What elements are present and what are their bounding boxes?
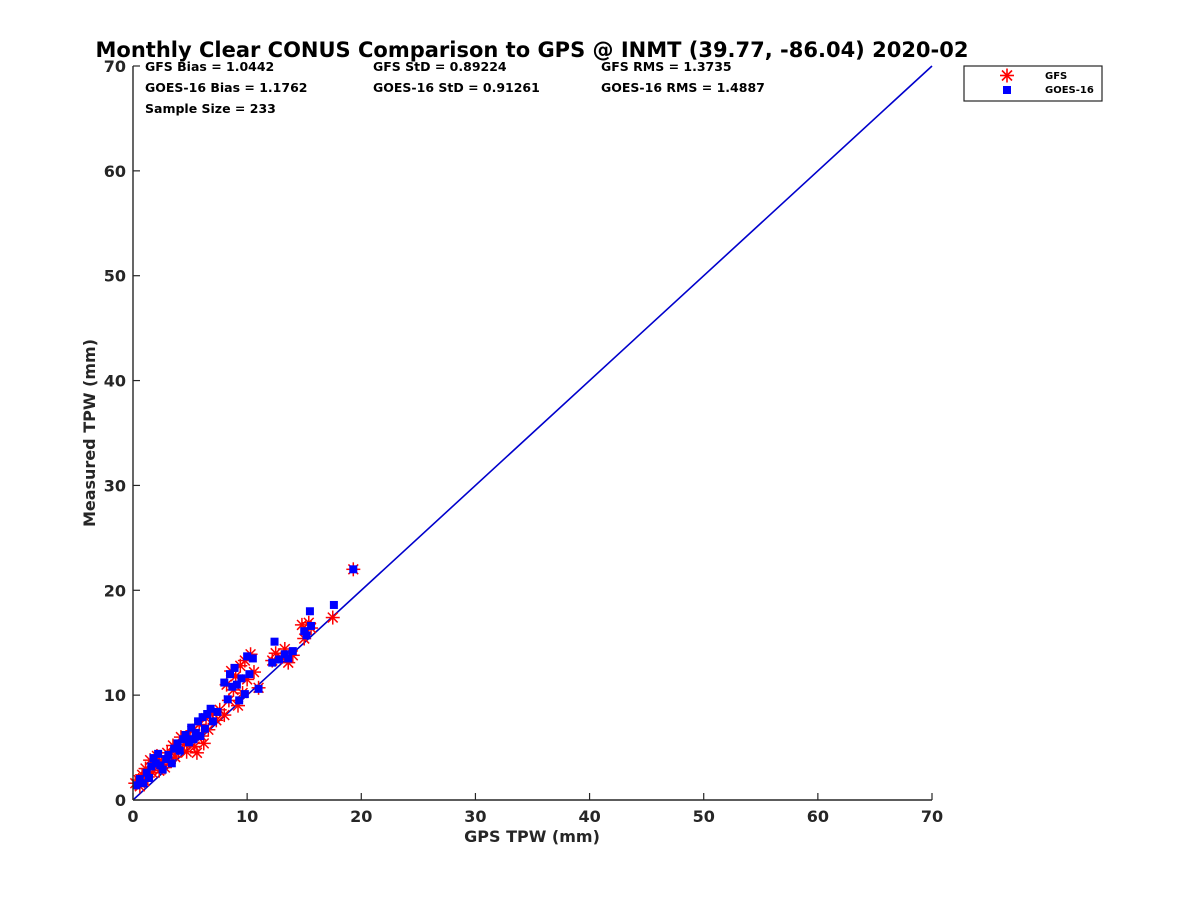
x-tick-label: 50 bbox=[693, 807, 715, 826]
goes16-point bbox=[329, 600, 338, 609]
y-tick-label: 10 bbox=[104, 686, 126, 705]
goes16-point bbox=[275, 655, 284, 664]
goes16-point bbox=[300, 627, 309, 636]
goes16-point bbox=[280, 650, 289, 659]
goes16-point bbox=[170, 744, 179, 753]
plot-area bbox=[128, 65, 933, 801]
goes16-point bbox=[220, 678, 229, 687]
goes16-point bbox=[305, 607, 314, 616]
goes16-point bbox=[349, 565, 358, 574]
stat-gfs-std: GFS StD = 0.89224 bbox=[373, 59, 507, 74]
stat-goes-std: GOES-16 StD = 0.91261 bbox=[373, 80, 540, 95]
y-tick-label: 50 bbox=[104, 267, 126, 286]
legend-goes-label: GOES-16 bbox=[1045, 85, 1094, 96]
stat-gfs-bias: GFS Bias = 1.0442 bbox=[145, 59, 274, 74]
goes16-point bbox=[194, 717, 203, 726]
y-axis-label: Measured TPW (mm) bbox=[80, 339, 99, 527]
goes16-point bbox=[213, 707, 222, 716]
goes16-point bbox=[203, 710, 212, 719]
legend: GFS GOES-16 bbox=[963, 65, 1103, 102]
goes16-point bbox=[254, 684, 263, 693]
x-tick-label: 0 bbox=[127, 807, 138, 826]
gfs-point bbox=[189, 745, 204, 760]
goes16-point bbox=[302, 631, 311, 640]
gfs-point bbox=[231, 698, 246, 713]
goes16-point bbox=[196, 732, 205, 741]
goes16-point bbox=[142, 768, 151, 777]
x-tick-label: 60 bbox=[807, 807, 829, 826]
y-tick-label: 60 bbox=[104, 162, 126, 181]
goes16-point bbox=[237, 674, 246, 683]
y-tick-label: 40 bbox=[104, 372, 126, 391]
goes16-point bbox=[187, 723, 196, 732]
goes16-point bbox=[175, 746, 184, 755]
goes16-point bbox=[144, 773, 153, 782]
goes16-point bbox=[179, 735, 188, 744]
goes16-point bbox=[307, 621, 316, 630]
legend-gfs-marker bbox=[1000, 68, 1014, 83]
goes16-point bbox=[208, 717, 217, 726]
goes16-point bbox=[173, 739, 182, 748]
goes16-point bbox=[230, 663, 239, 672]
reference-line bbox=[132, 65, 933, 801]
y-tick-label: 70 bbox=[104, 57, 126, 76]
legend-box bbox=[963, 65, 1103, 102]
goes16-point bbox=[206, 704, 215, 713]
x-tick-label: 30 bbox=[464, 807, 486, 826]
goes16-point bbox=[191, 728, 200, 737]
x-tick-label: 20 bbox=[350, 807, 372, 826]
goes16-point bbox=[189, 735, 198, 744]
stat-sample-size: Sample Size = 233 bbox=[145, 101, 276, 116]
goes16-point bbox=[162, 755, 171, 764]
x-tick-label: 10 bbox=[236, 807, 258, 826]
chart-title: Monthly Clear CONUS Comparison to GPS @ … bbox=[96, 38, 969, 62]
x-tick-label: 70 bbox=[921, 807, 943, 826]
stats-box: GFS Bias = 1.0442 GFS StD = 0.89224 GFS … bbox=[145, 59, 765, 116]
goes16-point bbox=[156, 761, 165, 770]
legend-goes-marker bbox=[1003, 86, 1011, 94]
x-axis-ticks: 0 10 20 30 40 50 60 70 bbox=[127, 793, 943, 826]
stat-goes-bias: GOES-16 Bias = 1.1762 bbox=[145, 80, 307, 95]
x-tick-label: 40 bbox=[578, 807, 600, 826]
goes16-point bbox=[167, 759, 176, 768]
y-tick-label: 0 bbox=[115, 791, 126, 810]
goes16-point bbox=[268, 658, 277, 667]
goes16-point bbox=[181, 730, 190, 739]
legend-gfs-label: GFS bbox=[1045, 71, 1067, 82]
goes16-point bbox=[235, 696, 244, 705]
goes16-point bbox=[158, 765, 167, 774]
y-axis-ticks: 0 10 20 30 40 50 60 70 bbox=[104, 57, 140, 810]
goes16-point bbox=[232, 680, 241, 689]
goes16-point bbox=[245, 670, 254, 679]
goes16-point bbox=[135, 775, 144, 784]
x-axis-label: GPS TPW (mm) bbox=[464, 827, 600, 846]
goes16-point bbox=[248, 654, 257, 663]
goes16-point bbox=[132, 781, 141, 790]
goes16-point bbox=[164, 750, 173, 759]
stat-gfs-rms: GFS RMS = 1.3735 bbox=[601, 59, 732, 74]
y-tick-label: 20 bbox=[104, 581, 126, 600]
goes16-point bbox=[284, 654, 293, 663]
goes16-point bbox=[226, 670, 235, 679]
goes16-point bbox=[200, 724, 209, 733]
goes16-point bbox=[243, 652, 252, 661]
goes16-point bbox=[223, 695, 232, 704]
y-tick-label: 30 bbox=[104, 476, 126, 495]
goes16-point bbox=[147, 762, 156, 771]
goes16-point bbox=[149, 754, 158, 763]
goes16-point bbox=[154, 749, 163, 758]
stat-goes-rms: GOES-16 RMS = 1.4887 bbox=[601, 80, 765, 95]
goes16-point bbox=[288, 647, 297, 656]
goes16-point bbox=[228, 682, 237, 691]
goes16-point bbox=[270, 637, 279, 646]
goes16-point bbox=[151, 759, 160, 768]
goes16-point bbox=[139, 779, 148, 788]
goes16-series bbox=[132, 565, 358, 790]
goes16-point bbox=[184, 738, 193, 747]
goes16-point bbox=[198, 713, 207, 722]
gfs-point bbox=[325, 610, 340, 625]
goes16-point bbox=[240, 690, 249, 699]
